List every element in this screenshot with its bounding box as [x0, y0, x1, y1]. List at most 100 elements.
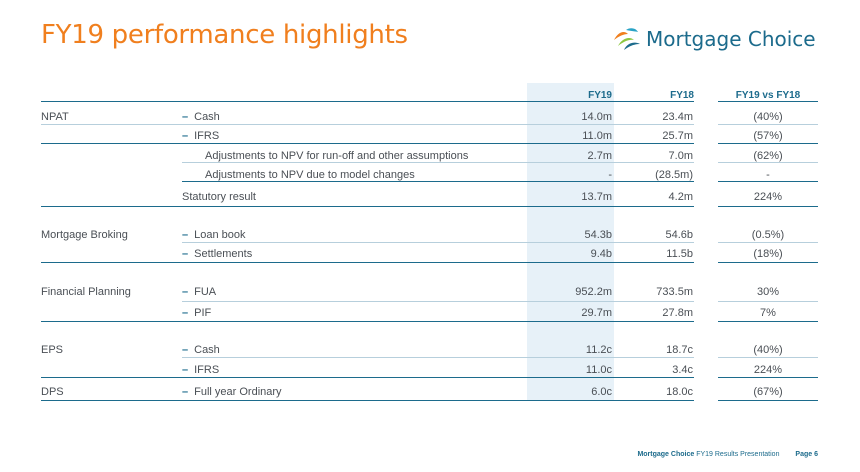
cell-change: (57%): [753, 130, 783, 142]
cell-fy19: 11.0c: [585, 364, 612, 376]
col-header-change: FY19 vs FY18: [735, 90, 801, 101]
cell-fy18: 18.0c: [666, 386, 693, 398]
cell-change: -: [766, 169, 770, 181]
cell-change: 30%: [756, 286, 780, 298]
row-divider-change: [718, 400, 818, 401]
row-divider-change: [718, 301, 818, 302]
dash-bullet-icon: –: [182, 111, 189, 123]
row-label: – IFRS: [182, 130, 219, 142]
cell-change: (18%): [753, 248, 783, 260]
page-title: FY19 performance highlights: [41, 20, 408, 50]
cell-fy18: 27.8m: [662, 307, 693, 319]
row-label-text: Cash: [194, 344, 220, 356]
dash-bullet-icon: –: [182, 248, 189, 260]
row-label-text: Settlements: [194, 248, 253, 260]
row-divider: [41, 124, 694, 125]
row-divider-change: [718, 321, 818, 322]
cell-change: (40%): [753, 344, 783, 356]
dash-bullet-icon: –: [182, 386, 189, 398]
row-label-text: PIF: [194, 307, 212, 319]
cell-change: (0.5%): [751, 229, 785, 241]
row-divider-change: [718, 124, 818, 125]
cell-fy18: 4.2m: [668, 191, 693, 203]
cell-fy19: 2.7m: [587, 150, 612, 162]
cell-change: 224%: [753, 364, 783, 376]
row-label-text: IFRS: [194, 130, 220, 142]
row-divider-change: [718, 206, 818, 207]
row-divider: [182, 242, 694, 243]
dash-bullet-icon: –: [182, 344, 189, 356]
row-divider: [41, 321, 694, 322]
page-number: Page 6: [795, 451, 818, 458]
section-label: NPAT: [41, 111, 69, 123]
cell-change: (40%): [753, 111, 783, 123]
dash-bullet-icon: –: [182, 307, 189, 319]
row-divider-change: [718, 242, 818, 243]
section-label: EPS: [41, 344, 64, 356]
cell-fy19: 14.0m: [581, 111, 612, 123]
leaf-logo-icon: [614, 28, 640, 50]
row-divider: [41, 377, 694, 378]
cell-fy19: 11.2c: [585, 344, 612, 356]
company-logo: Mortgage Choice: [612, 26, 816, 52]
cell-change: (62%): [753, 150, 783, 162]
row-label: Adjustments to NPV due to model changes: [205, 169, 415, 181]
row-label: – Loan book: [182, 229, 246, 241]
dash-bullet-icon: –: [182, 130, 189, 142]
cell-fy19: 13.7m: [581, 191, 612, 203]
row-label: Statutory result: [182, 191, 256, 203]
cell-change: 224%: [753, 191, 783, 203]
row-divider: [41, 262, 694, 263]
cell-change: (67%): [753, 386, 783, 398]
row-divider: [41, 206, 694, 207]
cell-fy18: 11.5b: [666, 248, 693, 260]
cell-fy19: 54.3b: [584, 229, 612, 241]
cell-fy18: 18.7c: [666, 344, 693, 356]
col-header-fy19: FY19: [588, 90, 612, 101]
cell-change: 7%: [760, 307, 776, 319]
row-label: – Settlements: [182, 248, 252, 260]
row-divider-change: [718, 357, 818, 358]
row-label: – FUA: [182, 286, 216, 298]
cell-fy19: 6.0c: [591, 386, 612, 398]
footer-text: FY19 Results Presentation: [696, 451, 780, 458]
row-divider-change: [718, 262, 818, 263]
row-label: – Cash: [182, 344, 220, 356]
cell-fy19: 11.0m: [582, 130, 612, 142]
row-label: – Full year Ordinary: [182, 386, 282, 398]
row-label-text: IFRS: [194, 364, 220, 376]
row-label: – PIF: [182, 307, 211, 319]
row-label: – IFRS: [182, 364, 219, 376]
cell-fy18: 25.7m: [662, 130, 693, 142]
header-rule: [41, 101, 694, 102]
cell-fy18: (28.5m): [655, 169, 693, 181]
row-divider-change: [718, 162, 818, 163]
row-label-text: Full year Ordinary: [194, 386, 282, 398]
row-divider-change: [718, 181, 818, 182]
cell-fy18: 23.4m: [662, 111, 693, 123]
logo-text: Mortgage Choice: [646, 27, 816, 51]
row-divider: [182, 301, 694, 302]
row-label-text: Loan book: [194, 229, 246, 241]
row-divider: [182, 162, 694, 163]
cell-fy18: 54.6b: [665, 229, 693, 241]
section-label: Mortgage Broking: [41, 229, 128, 241]
header-rule-change: [718, 101, 818, 102]
footer: Mortgage Choice FY19 Results Presentatio…: [637, 451, 818, 458]
footer-brand: Mortgage Choice: [637, 451, 695, 458]
row-divider-change: [718, 377, 818, 378]
cell-fy18: 7.0m: [668, 150, 693, 162]
row-divider-change: [718, 143, 818, 144]
section-label: DPS: [41, 386, 64, 398]
row-label: – Cash: [182, 111, 220, 123]
dash-bullet-icon: –: [182, 229, 189, 241]
row-divider: [41, 400, 694, 401]
row-divider: [182, 181, 694, 182]
cell-fy18: 3.4c: [672, 364, 693, 376]
dash-bullet-icon: –: [182, 286, 189, 298]
row-label-text: Adjustments to NPV for run-off and other…: [205, 150, 469, 162]
cell-fy19: -: [608, 169, 612, 181]
row-label-text: Statutory result: [182, 191, 256, 203]
cell-fy18: 733.5m: [656, 286, 693, 298]
row-divider: [182, 357, 694, 358]
